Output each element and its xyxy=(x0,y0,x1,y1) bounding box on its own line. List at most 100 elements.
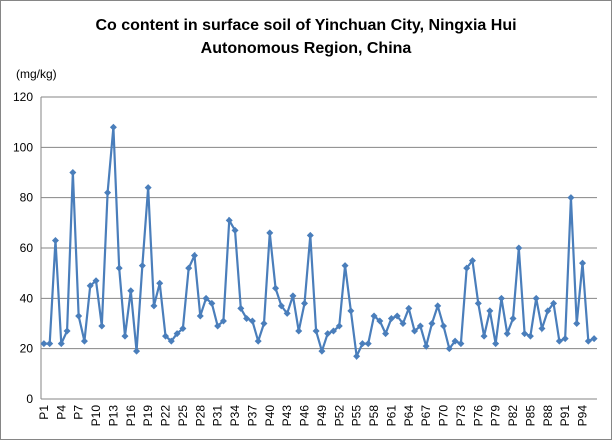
x-tick-label: P76 xyxy=(471,405,485,427)
data-marker xyxy=(573,320,581,327)
chart-title: Autonomous Region, China xyxy=(201,40,412,57)
data-marker xyxy=(318,347,326,355)
data-marker xyxy=(411,327,419,335)
x-tick-label: P22 xyxy=(159,405,173,427)
data-marker xyxy=(272,284,280,292)
x-tick-label: P67 xyxy=(419,405,433,427)
data-marker xyxy=(109,123,117,131)
data-marker xyxy=(190,252,198,260)
data-marker xyxy=(86,282,94,290)
data-marker xyxy=(260,320,268,327)
data-marker xyxy=(509,314,517,322)
data-marker xyxy=(144,184,152,192)
data-marker xyxy=(46,340,54,348)
x-tick-label: P1 xyxy=(37,405,51,420)
data-marker xyxy=(521,330,529,338)
data-marker xyxy=(335,322,343,330)
data-marker xyxy=(364,340,372,348)
data-marker xyxy=(266,229,274,237)
data-marker xyxy=(405,304,413,312)
data-marker xyxy=(341,262,349,270)
data-marker xyxy=(127,287,135,295)
data-marker xyxy=(515,244,523,252)
data-marker xyxy=(202,294,210,302)
y-axis-label: (mg/kg) xyxy=(16,67,57,81)
data-marker xyxy=(370,312,378,320)
data-marker xyxy=(561,335,569,343)
data-marker xyxy=(214,322,222,330)
data-marker xyxy=(150,302,158,310)
data-marker xyxy=(80,337,88,345)
data-marker xyxy=(301,299,309,307)
data-marker xyxy=(243,314,251,322)
data-marker xyxy=(185,264,193,272)
data-marker xyxy=(283,309,291,317)
data-marker xyxy=(219,317,227,325)
data-marker xyxy=(324,330,332,338)
x-tick-label: P34 xyxy=(228,405,242,427)
data-marker xyxy=(196,312,204,320)
x-tick-label: P13 xyxy=(106,405,120,427)
data-marker xyxy=(347,307,355,315)
data-marker xyxy=(416,322,424,330)
x-tick-label: P40 xyxy=(263,405,277,427)
data-marker xyxy=(104,189,112,197)
data-marker xyxy=(115,264,123,272)
x-tick-label: P91 xyxy=(558,405,572,427)
data-marker xyxy=(92,277,100,285)
x-tick-label: P55 xyxy=(350,405,364,427)
data-marker xyxy=(480,332,488,340)
data-marker xyxy=(382,330,390,338)
data-marker xyxy=(289,292,297,300)
data-marker xyxy=(584,337,592,345)
x-tick-label: P61 xyxy=(384,405,398,427)
data-marker xyxy=(451,337,459,345)
y-tick-label: 0 xyxy=(26,392,33,406)
x-tick-label: P16 xyxy=(124,405,138,427)
x-tick-label: P58 xyxy=(367,405,381,427)
x-tick-label: P73 xyxy=(454,405,468,427)
data-marker xyxy=(434,302,442,310)
data-marker xyxy=(51,236,59,244)
y-tick-label: 80 xyxy=(20,191,34,205)
x-tick-label: P94 xyxy=(576,405,590,427)
x-tick-label: P64 xyxy=(402,405,416,427)
x-tick-label: P46 xyxy=(298,405,312,427)
data-marker xyxy=(486,307,494,315)
y-tick-label: 100 xyxy=(13,140,33,154)
data-marker xyxy=(133,347,141,355)
data-marker xyxy=(277,302,285,310)
data-marker xyxy=(457,340,465,348)
data-marker xyxy=(121,332,129,340)
data-marker xyxy=(40,340,48,348)
data-marker xyxy=(393,312,401,320)
data-marker xyxy=(532,294,540,302)
data-marker xyxy=(590,335,598,343)
x-tick-label: P4 xyxy=(54,405,68,420)
data-marker xyxy=(399,320,407,327)
x-tick-label: P31 xyxy=(211,405,225,427)
x-tick-label: P79 xyxy=(489,405,503,427)
data-marker xyxy=(463,264,471,272)
data-marker xyxy=(503,330,511,338)
data-marker xyxy=(225,216,233,224)
x-tick-label: P85 xyxy=(523,405,537,427)
data-marker xyxy=(492,340,500,348)
data-marker xyxy=(567,194,575,202)
data-marker xyxy=(440,322,448,330)
data-line xyxy=(43,127,595,361)
x-tick-label: P43 xyxy=(280,405,294,427)
data-marker xyxy=(353,352,361,360)
data-marker xyxy=(156,279,164,287)
data-marker xyxy=(69,169,77,176)
data-marker xyxy=(208,299,216,307)
data-marker xyxy=(75,312,83,320)
data-marker xyxy=(237,304,245,312)
x-tick-label: P82 xyxy=(506,405,520,427)
y-tick-label: 60 xyxy=(20,241,34,255)
data-marker xyxy=(138,262,146,270)
y-tick-label: 120 xyxy=(13,90,33,104)
x-tick-label: P49 xyxy=(315,405,329,427)
data-marker xyxy=(254,337,262,345)
